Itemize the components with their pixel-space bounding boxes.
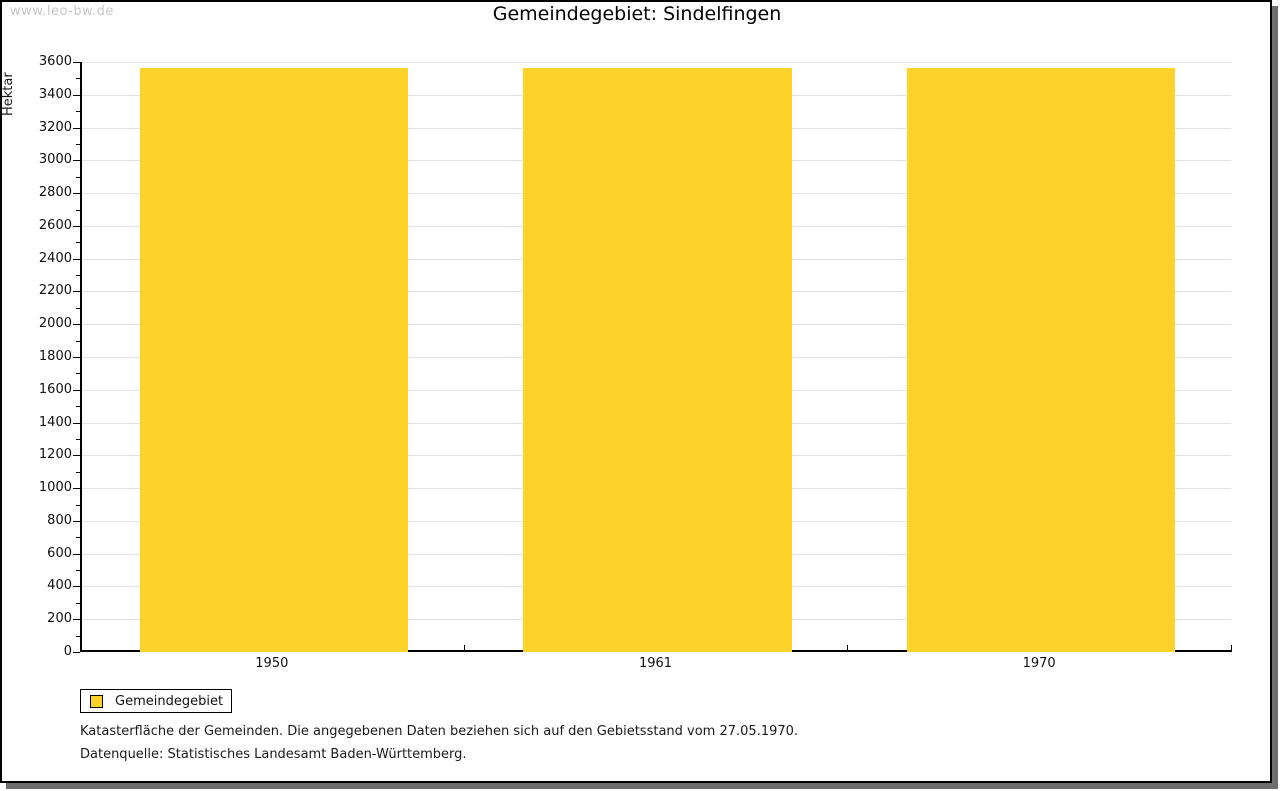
legend-label: Gemeindegebiet	[115, 693, 224, 709]
y-tick-label-2800: 2800	[38, 185, 72, 201]
y-minor-tick-1300	[76, 438, 80, 440]
y-minor-tick-3300	[76, 111, 80, 113]
y-tick-label-200: 200	[47, 611, 72, 627]
y-major-tick-3000	[73, 160, 80, 162]
y-minor-tick-300	[76, 602, 80, 604]
y-major-tick-0	[73, 652, 80, 653]
y-minor-tick-500	[76, 570, 80, 572]
y-tick-label-2200: 2200	[38, 283, 72, 299]
y-tick-label-800: 800	[47, 512, 72, 528]
y-tick-label-1000: 1000	[38, 480, 72, 496]
y-minor-tick-2700	[76, 209, 80, 211]
y-minor-tick-100	[76, 635, 80, 637]
y-minor-tick-1500	[76, 406, 80, 408]
y-major-tick-3200	[73, 127, 80, 129]
plot-area	[80, 62, 1231, 652]
y-tick-label-600: 600	[47, 545, 72, 561]
y-tick-label-2600: 2600	[38, 217, 72, 233]
y-tick-label-1800: 1800	[38, 349, 72, 364]
y-major-tick-200	[73, 619, 80, 621]
y-major-tick-2600	[73, 225, 80, 227]
y-tick-label-1200: 1200	[38, 447, 72, 463]
y-major-tick-1600	[73, 389, 80, 391]
x-boundary-tick-2	[847, 645, 849, 652]
y-major-tick-400	[73, 586, 80, 588]
y-minor-tick-2300	[76, 275, 80, 277]
footnote-source-note: Katasterfläche der Gemeinden. Die angege…	[80, 724, 799, 739]
x-tick-label-1950: 1950	[255, 656, 289, 671]
watermark: www.leo-bw.de	[10, 4, 114, 19]
y-major-tick-1000	[73, 488, 80, 490]
y-minor-tick-3500	[76, 78, 80, 80]
x-boundary-tick-1	[463, 645, 465, 652]
y-tick-label-1600: 1600	[38, 381, 72, 397]
y-minor-tick-2500	[76, 242, 80, 244]
x-tick-label-1961: 1961	[638, 656, 673, 671]
y-major-tick-3400	[73, 94, 80, 96]
footnote-data-source: Datenquelle: Statistisches Landesamt Bad…	[80, 747, 467, 762]
y-axis-title: Hektar	[1, 72, 16, 116]
y-minor-tick-2900	[76, 176, 80, 178]
y-tick-label-3200: 3200	[38, 119, 72, 135]
bar-1950	[139, 68, 409, 652]
chart-title: Gemeindegebiet: Sindelfingen	[492, 3, 782, 25]
y-tick-label-3000: 3000	[38, 152, 72, 168]
y-tick-label-2400: 2400	[38, 250, 72, 266]
y-tick-label-2000: 2000	[38, 316, 72, 332]
y-major-tick-2200	[73, 291, 80, 293]
y-major-tick-2000	[73, 324, 80, 326]
y-minor-tick-1900	[76, 340, 80, 342]
y-major-tick-800	[73, 520, 80, 522]
y-tick-label-3600: 3600	[38, 54, 72, 69]
y-major-tick-600	[73, 553, 80, 555]
y-major-tick-1800	[73, 357, 80, 358]
y-tick-label-3400: 3400	[38, 86, 72, 102]
y-major-tick-2800	[73, 193, 80, 195]
y-major-tick-1400	[73, 422, 80, 424]
bar-1961	[523, 68, 792, 652]
y-minor-tick-1700	[76, 373, 80, 375]
y-minor-tick-900	[76, 504, 80, 506]
y-minor-tick-3100	[76, 143, 80, 145]
x-tick-label-1970: 1970	[1022, 656, 1056, 671]
y-minor-tick-2100	[76, 307, 80, 309]
y-tick-label-0: 0	[63, 644, 72, 659]
y-major-tick-1200	[73, 455, 80, 457]
y-tick-label-400: 400	[47, 578, 72, 594]
bar-1970	[906, 68, 1176, 652]
x-boundary-tick-3	[1231, 645, 1232, 652]
gridline-3600	[82, 62, 1231, 63]
y-major-tick-2400	[73, 258, 80, 260]
y-minor-tick-1100	[76, 471, 80, 473]
y-tick-label-1400: 1400	[38, 414, 72, 430]
legend: Gemeindegebiet	[80, 689, 232, 713]
y-major-tick-3600	[73, 62, 80, 63]
legend-swatch-gemeindegebiet	[90, 694, 103, 708]
y-minor-tick-700	[76, 537, 80, 539]
